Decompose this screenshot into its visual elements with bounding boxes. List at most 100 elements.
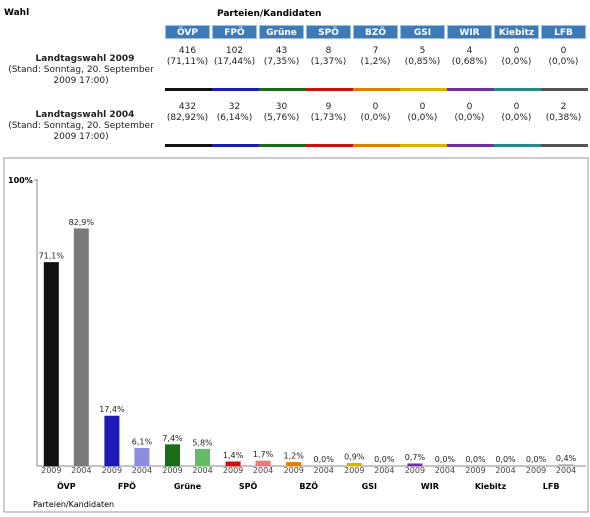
party-color-line xyxy=(494,144,541,147)
parties-header: Parteien/Kandidaten xyxy=(217,9,322,19)
party-color-line xyxy=(494,88,541,91)
party-color-line xyxy=(353,144,400,147)
votes-cell: 7 xyxy=(372,46,379,56)
party-header: BZÖ xyxy=(353,25,398,39)
value-label: 82,9% xyxy=(69,218,95,227)
value-label: 0,0% xyxy=(374,455,395,464)
category-label: Kiebitz xyxy=(475,482,507,491)
category-label: WIR xyxy=(421,482,439,491)
bar xyxy=(195,448,210,467)
series-label: 2009 xyxy=(344,466,364,475)
party-color-line xyxy=(165,88,212,91)
chart-frame xyxy=(3,157,589,513)
series-label: 2004 xyxy=(71,466,91,475)
series-label: 2009 xyxy=(223,466,243,475)
x-axis-label: Parteien/Kandidaten xyxy=(33,500,114,509)
value-label: 1,2% xyxy=(284,452,305,461)
series-label: 2004 xyxy=(435,466,455,475)
category-label: GSI xyxy=(362,482,377,491)
pct-cell: (1,37%) xyxy=(310,57,347,67)
bar xyxy=(225,461,241,467)
value-label: 5,8% xyxy=(192,438,213,447)
pct-cell: (1,2%) xyxy=(360,57,391,67)
value-label: 0,0% xyxy=(526,455,547,464)
pct-cell: (0,0%) xyxy=(360,113,391,123)
votes-cell: 0 xyxy=(513,102,520,112)
value-label: 0,0% xyxy=(435,455,456,464)
bar xyxy=(255,460,271,467)
party-color-line xyxy=(400,144,447,147)
pct-cell: (0,0%) xyxy=(501,57,532,67)
votes-cell: 416 xyxy=(178,46,197,56)
pct-cell: (0,0%) xyxy=(407,113,438,123)
party-color-line xyxy=(212,88,259,91)
party-header: GSI xyxy=(400,25,445,39)
category-label: SPÖ xyxy=(239,481,258,491)
series-label: 2004 xyxy=(314,466,334,475)
party-header: WIR xyxy=(447,25,492,39)
series-label: 2009 xyxy=(526,466,546,475)
pct-cell: (0,0%) xyxy=(548,57,579,67)
pct-cell: (5,76%) xyxy=(263,113,300,123)
pct-cell: (17,44%) xyxy=(213,57,256,67)
series-label: 2009 xyxy=(284,466,304,475)
votes-cell: 432 xyxy=(178,102,197,112)
votes-cell: 102 xyxy=(225,46,244,56)
party-color-line xyxy=(353,88,400,91)
series-label: 2004 xyxy=(374,466,394,475)
value-label: 0,7% xyxy=(405,453,426,462)
wahl-header: Wahl xyxy=(4,8,30,18)
row-stand: (Stand: Sonntag, 20. September 2009 17:0… xyxy=(8,65,154,86)
value-label: 17,4% xyxy=(99,405,125,414)
party-color-line xyxy=(541,144,588,147)
pct-cell: (6,14%) xyxy=(216,113,253,123)
bar xyxy=(73,228,89,467)
party-header: LFB xyxy=(541,25,586,39)
pct-cell: (0,0%) xyxy=(454,113,485,123)
pct-cell: (0,0%) xyxy=(501,113,532,123)
party-header: ÖVP xyxy=(165,25,210,39)
party-header: FPÖ xyxy=(212,25,257,39)
value-label: 0,4% xyxy=(556,454,577,463)
pct-cell: (1,73%) xyxy=(310,113,347,123)
bar xyxy=(286,462,302,467)
value-label: 0,0% xyxy=(314,455,335,464)
bar xyxy=(134,448,150,467)
pct-cell: (0,68%) xyxy=(451,57,488,67)
party-color-line xyxy=(259,144,306,147)
series-label: 2009 xyxy=(405,466,425,475)
y-tick-label: 100% xyxy=(8,176,33,185)
value-label: 1,7% xyxy=(253,450,274,459)
category-label: LFB xyxy=(543,482,560,491)
votes-cell: 0 xyxy=(513,46,520,56)
party-header: Grüne xyxy=(259,25,304,39)
row-label: Landtagswahl 2009 xyxy=(35,54,135,64)
value-label: 71,1% xyxy=(39,252,65,261)
party-color-line xyxy=(306,144,353,147)
row-label: Landtagswahl 2004 xyxy=(35,110,135,120)
bar xyxy=(558,464,574,467)
party-header: Kiebitz xyxy=(494,25,539,39)
party-color-line xyxy=(212,144,259,147)
votes-cell: 30 xyxy=(275,102,288,112)
party-color-line xyxy=(400,88,447,91)
category-label: Grüne xyxy=(174,482,202,491)
votes-cell: 8 xyxy=(325,46,332,56)
pct-cell: (82,92%) xyxy=(166,113,209,123)
series-label: 2009 xyxy=(102,466,122,475)
bar xyxy=(104,415,120,467)
pct-cell: (7,35%) xyxy=(263,57,300,67)
votes-cell: 0 xyxy=(419,102,426,112)
value-label: 1,4% xyxy=(223,451,244,460)
row-stand: (Stand: Sonntag, 20. September 2009 17:0… xyxy=(8,121,154,142)
party-header: SPÖ xyxy=(306,25,351,39)
series-label: 2004 xyxy=(495,466,515,475)
bar xyxy=(346,462,362,467)
pct-cell: (0,38%) xyxy=(545,113,582,123)
value-label: 0,0% xyxy=(465,455,486,464)
party-color-line xyxy=(306,88,353,91)
series-label: 2004 xyxy=(253,466,273,475)
series-label: 2004 xyxy=(132,466,152,475)
value-label: 6,1% xyxy=(132,438,153,447)
